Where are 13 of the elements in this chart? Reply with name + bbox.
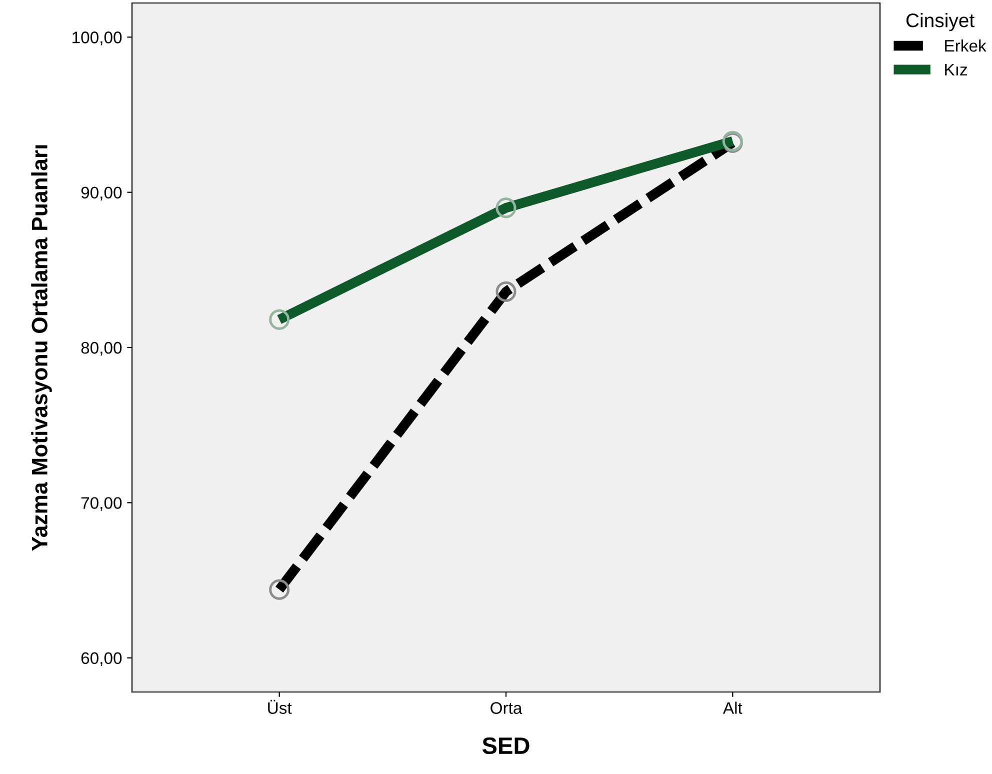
x-tick-label: Orta [490,702,522,714]
y-tick-label: 60,00 [81,652,122,666]
legend-title: Cinsiyet [906,13,974,32]
x-tick-label: Alt [722,702,742,714]
y-tick-label: 90,00 [81,186,122,200]
y-tick-label: 100,00 [72,32,122,46]
y-axis-title: Yazma Motivasyonu Ortalama Puanları [31,145,52,551]
x-axis-title: SED [482,737,530,754]
legend-label: Kız [945,64,967,76]
x-tick-label: Üst [268,700,292,714]
y-tick-label: 70,00 [81,497,122,511]
y-tick-label: 80,00 [81,342,122,356]
legend-label: Erkek [945,39,986,52]
